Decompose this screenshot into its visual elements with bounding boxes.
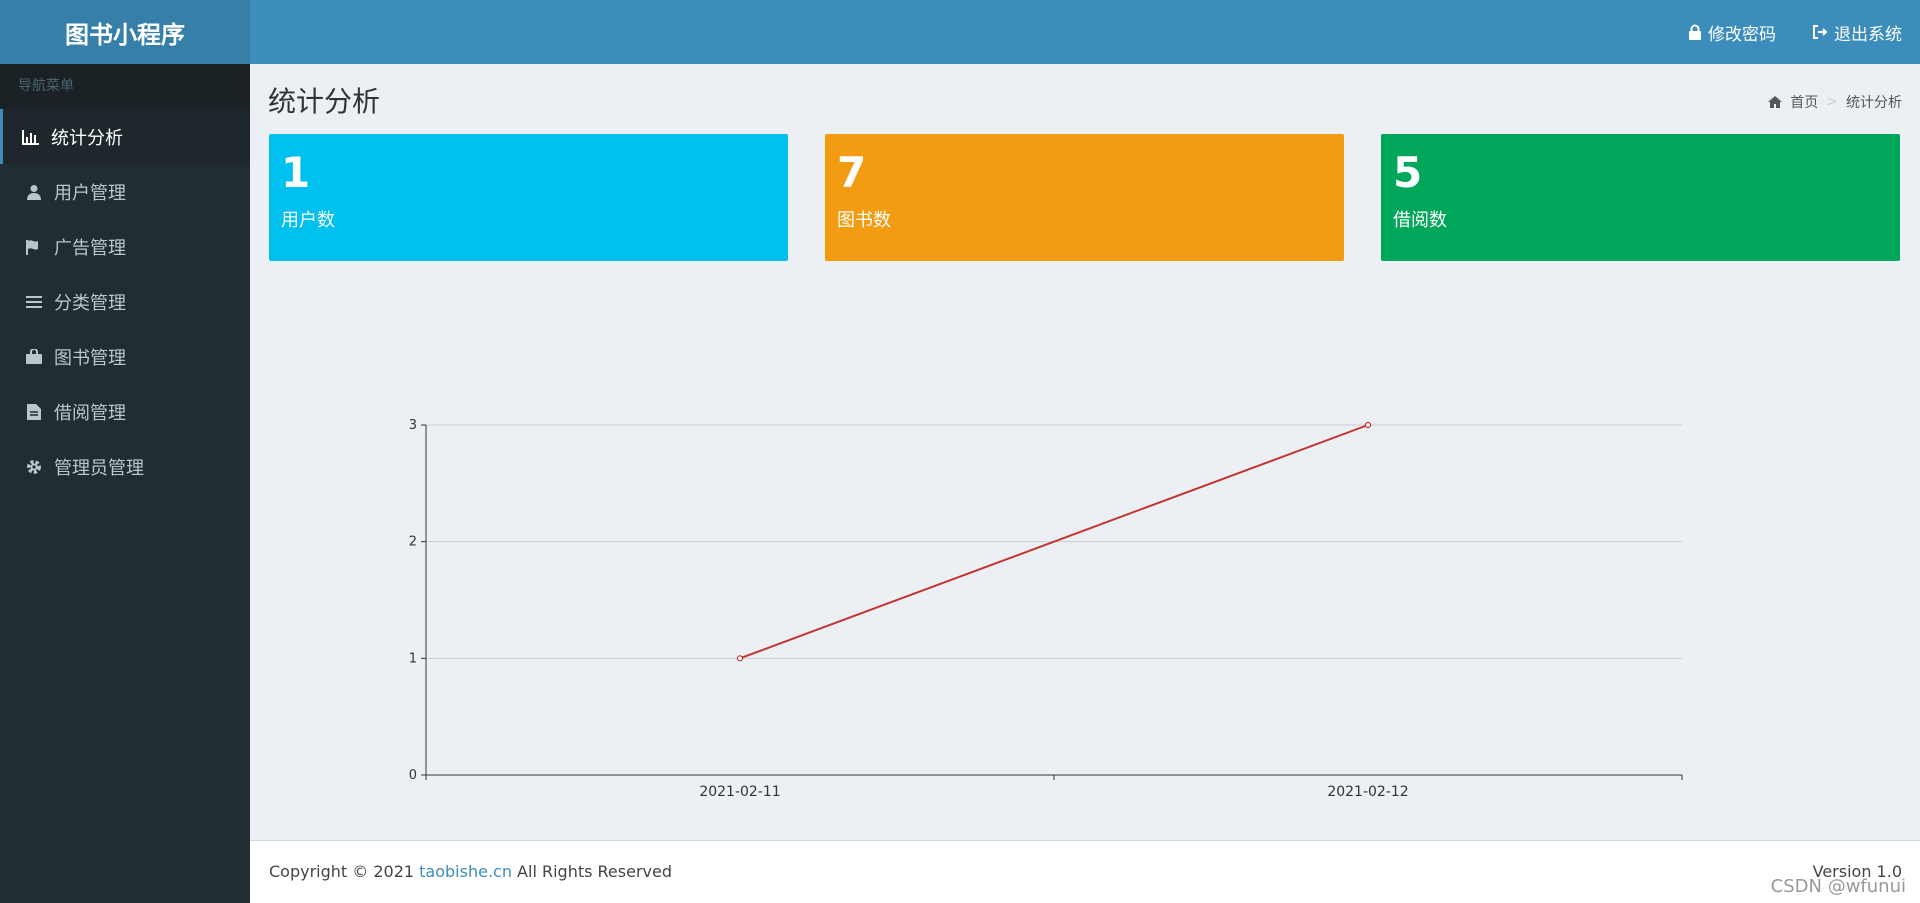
- top-navbar: 修改密码 退出系统: [250, 0, 1920, 64]
- sidebar-item-label: 统计分析: [51, 127, 123, 149]
- stat-value: 7: [837, 148, 867, 197]
- bar-chart-icon: [21, 127, 41, 147]
- x-tick-label: 2021-02-12: [1327, 784, 1408, 800]
- site-link[interactable]: taobishe.cn: [419, 862, 512, 881]
- file-icon: [24, 402, 44, 422]
- sidebar-header: 导航菜单: [0, 64, 250, 109]
- y-tick-label: 0: [409, 768, 417, 783]
- sidebar-item-users[interactable]: 用户管理: [0, 164, 250, 219]
- bag-icon: [24, 347, 44, 367]
- line-chart: 0 1 2 3 2021-02-11 2021-02-12: [409, 418, 1683, 800]
- copyright: Copyright © 2021 taobishe.cn All Rights …: [269, 862, 672, 881]
- sidebar-item-label: 借阅管理: [54, 402, 126, 424]
- sidebar-item-ads[interactable]: 广告管理: [0, 219, 250, 274]
- breadcrumb-home[interactable]: 首页: [1790, 95, 1819, 111]
- sidebar-item-label: 图书管理: [54, 347, 126, 369]
- x-tick-label: 2021-02-11: [699, 784, 780, 800]
- copyright-prefix: Copyright © 2021: [269, 862, 420, 881]
- sidebar-item-borrowing[interactable]: 借阅管理: [0, 384, 250, 439]
- logout-link[interactable]: 退出系统: [1812, 20, 1902, 45]
- page-title: 统计分析: [268, 85, 381, 118]
- breadcrumb-separator: >: [1826, 94, 1838, 110]
- flag-icon: [24, 237, 44, 257]
- stat-label: 借阅数: [1393, 210, 1447, 231]
- watermark: CSDN @wfunui: [1770, 876, 1906, 897]
- copyright-suffix: All Rights Reserved: [511, 862, 672, 881]
- home-icon: [1768, 96, 1783, 108]
- main-content: 统计分析 首页 > 统计分析 1 用户数 7 图书数 5 借阅数 0 1 2 3 202…: [250, 64, 1920, 840]
- list-icon: [24, 292, 44, 312]
- sidebar-item-label: 广告管理: [54, 237, 126, 259]
- sidebar-item-admins[interactable]: 管理员管理: [0, 439, 250, 494]
- change-password-link[interactable]: 修改密码: [1688, 20, 1776, 45]
- stat-label: 图书数: [837, 210, 891, 231]
- sidebar-item-label: 分类管理: [54, 292, 126, 314]
- series-line: [739, 424, 1369, 660]
- stat-label: 用户数: [281, 210, 335, 231]
- sidebar-item-books[interactable]: 图书管理: [0, 329, 250, 384]
- stat-box-users: 1 用户数: [269, 134, 788, 261]
- app-title: 图书小程序: [65, 20, 185, 49]
- breadcrumb: 首页 > 统计分析: [1768, 92, 1902, 112]
- y-tick-label: 2: [409, 535, 417, 550]
- y-tick-label: 3: [409, 418, 417, 433]
- sidebar: 导航菜单 统计分析 用户管理 广告管理 分类管理 图书管理 借阅管理: [0, 64, 250, 903]
- gear-icon: [24, 457, 44, 477]
- version: Version 1.0: [1812, 862, 1902, 881]
- stat-box-books: 7 图书数: [825, 134, 1344, 261]
- stat-value: 1: [281, 148, 311, 197]
- logout-label: 退出系统: [1834, 24, 1902, 45]
- data-point: [736, 655, 744, 662]
- sign-out-icon: [1813, 25, 1828, 39]
- breadcrumb-current: 统计分析: [1846, 95, 1902, 111]
- sidebar-item-categories[interactable]: 分类管理: [0, 274, 250, 329]
- footer: Copyright © 2021 taobishe.cn All Rights …: [250, 840, 1920, 903]
- sidebar-item-statistics[interactable]: 统计分析: [0, 109, 250, 164]
- app-logo[interactable]: 图书小程序: [0, 0, 250, 64]
- lock-icon: [1689, 24, 1701, 40]
- change-password-label: 修改密码: [1708, 24, 1776, 45]
- sidebar-item-label: 管理员管理: [54, 457, 144, 479]
- stat-value: 5: [1393, 148, 1423, 197]
- stat-box-borrowings: 5 借阅数: [1381, 134, 1900, 261]
- user-icon: [24, 182, 44, 202]
- data-point: [1364, 421, 1372, 429]
- y-tick-label: 1: [409, 651, 417, 666]
- sidebar-item-label: 用户管理: [54, 182, 126, 204]
